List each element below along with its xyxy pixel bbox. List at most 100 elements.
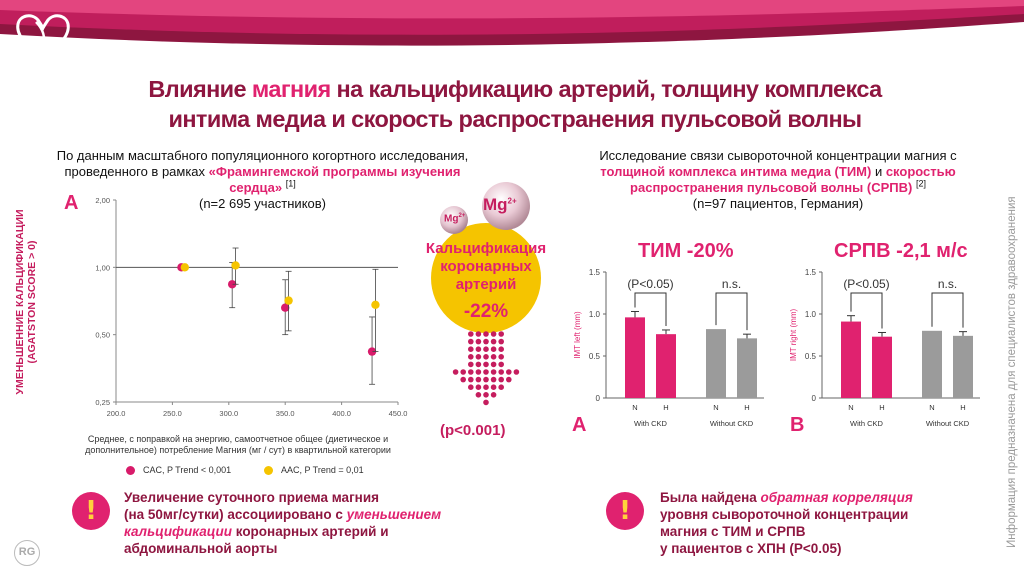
arrow-dot xyxy=(483,361,489,368)
bar-y-tick-label: 1.5 xyxy=(805,268,817,277)
cac-point xyxy=(367,347,377,356)
arrow-dot xyxy=(483,346,489,352)
bar-y-tick-label: 1.0 xyxy=(589,310,601,319)
title-line2: интима медиа и скорость распространения … xyxy=(168,106,862,132)
bar-y-tick-label: 0.5 xyxy=(589,352,601,361)
bar-y-tick-label: 1.5 xyxy=(589,268,601,277)
bar-y-tick-label: 0 xyxy=(596,394,601,403)
arrow-dot xyxy=(452,369,459,375)
bar-category-label: N xyxy=(929,403,934,412)
arrow-dot xyxy=(475,369,482,375)
left-intro: По данным масштабного популяционного ког… xyxy=(56,148,469,211)
bar-category-label: H xyxy=(744,403,749,412)
arrow-dot xyxy=(490,346,497,352)
scatter-x-tick-label: 400.0 xyxy=(332,409,351,418)
bar-chart-tim: IMT left (mm) 0 0.5 1.0 1.5 N H N H With CKD Witho… xyxy=(573,268,764,428)
arrow-dot xyxy=(475,346,482,352)
scatter-y-tick-label: 0,25 xyxy=(95,398,110,407)
arrow-dot xyxy=(498,346,504,352)
bar xyxy=(656,334,676,398)
scatter-y-tick-label: 0,50 xyxy=(95,331,110,340)
bar-significance-bracket xyxy=(850,292,883,329)
arrow-dot xyxy=(513,369,520,375)
arrow-dot xyxy=(498,376,504,383)
conclusion-left: Увеличение суточного приема магния (на 5… xyxy=(124,490,442,556)
bar-title-pwv: СРПВ -2,1 м/с xyxy=(834,240,968,262)
arrow-dot xyxy=(498,331,504,337)
arrow-dot xyxy=(460,369,466,375)
title-accent: магния xyxy=(251,76,331,102)
conclusion-right: Была найдена обратная корреляция уровня … xyxy=(660,490,913,556)
legend-cac: CAC, P Trend < 0,001 xyxy=(126,465,231,475)
arrow-dot xyxy=(498,384,504,390)
bar xyxy=(737,338,757,398)
scatter-y-label: УМЕНЬШЕННИЕ КАЛЬЦИФИКАЦИИ (AGATSTON SCOR… xyxy=(14,209,38,395)
scatter-x-caption: Среднее, с поправкой на энергию, самоотч… xyxy=(85,434,391,455)
scatter-panel-letter: A xyxy=(64,192,79,214)
bar-category-label: H xyxy=(879,403,884,412)
framingham-highlight: «Фрамингемской программы изучения сердца… xyxy=(208,164,461,195)
arrow-dot xyxy=(483,376,489,383)
arrow-dot xyxy=(475,376,482,383)
page-title: Влияние магния на кальцификацию артерий,… xyxy=(80,74,950,134)
bar-category-label: H xyxy=(960,403,965,412)
arrow-dot xyxy=(468,338,474,345)
aac-point xyxy=(180,263,190,272)
scatter-x-tick-label: 350.0 xyxy=(276,409,295,418)
bar-y-tick-label: 1.0 xyxy=(805,310,817,319)
aac-point xyxy=(284,296,293,305)
arrow-dot xyxy=(490,384,497,390)
legend-aac: AAC, P Trend = 0,01 xyxy=(264,465,364,475)
calcification-pvalue: (p<0.001) xyxy=(440,422,506,439)
calcification-percent: -22% xyxy=(463,301,509,322)
bar-category-label: N xyxy=(632,403,637,412)
bar-group-label: With CKD xyxy=(850,419,884,428)
legend-cac-dot xyxy=(126,465,135,475)
bar-significance-bracket xyxy=(634,292,667,326)
scatter-x-tick-label: 250.0 xyxy=(163,409,182,418)
arrow-dot xyxy=(468,346,474,352)
bar-y-tick-label: 0.5 xyxy=(805,352,817,361)
arrow-dot xyxy=(475,361,482,368)
arrow-dot xyxy=(498,354,504,360)
aac-point xyxy=(371,300,380,309)
arrow-dot xyxy=(483,392,489,398)
aac-point xyxy=(231,261,240,270)
bar-y-label: IMT right (mm) xyxy=(789,309,798,362)
bar-y-label: IMT left (mm) xyxy=(573,311,582,359)
bar-title-tim: ТИМ -20% xyxy=(638,240,734,262)
right-intro: Исследование связи сывороточной концентр… xyxy=(599,148,957,211)
bar-significance-label: n.s. xyxy=(722,277,741,291)
arrow-dot xyxy=(475,338,482,345)
rg-logo-icon: RG xyxy=(14,540,40,566)
arrow-dot xyxy=(483,354,489,360)
arrow-dot xyxy=(483,384,489,390)
bar xyxy=(706,329,726,398)
arrow-dot xyxy=(490,361,497,368)
bar-group-label: With CKD xyxy=(634,419,668,428)
bar-category-label: N xyxy=(848,403,853,412)
bar-significance-bracket xyxy=(715,292,748,331)
bar xyxy=(953,335,973,398)
bar-category-label: N xyxy=(713,403,718,412)
arrow-dot xyxy=(506,376,512,383)
arrow-dot xyxy=(483,331,489,337)
arrow-dot xyxy=(483,399,489,406)
arrow-dot xyxy=(475,331,482,337)
scatter-x-tick-label: 300.0 xyxy=(219,409,238,418)
scatter-x-tick-label: 200.0 xyxy=(107,409,126,418)
bar-panel-letter-a: A xyxy=(572,414,587,436)
scatter-y-tick-label: 1,00 xyxy=(95,263,110,272)
header-banner xyxy=(0,0,1024,46)
arrow-dot xyxy=(490,376,497,383)
calcification-label: Кальцификация коронарных артерий xyxy=(425,240,547,293)
arrow-dot xyxy=(468,354,474,360)
mg-big-label: Mg2+ xyxy=(483,195,517,214)
bar xyxy=(625,317,645,398)
arrow-dot xyxy=(490,392,497,398)
arrow-dot xyxy=(468,361,474,368)
exclamation-icon-right: ! xyxy=(606,492,644,530)
arrow-dot xyxy=(483,338,489,345)
arrow-dot xyxy=(468,376,474,383)
